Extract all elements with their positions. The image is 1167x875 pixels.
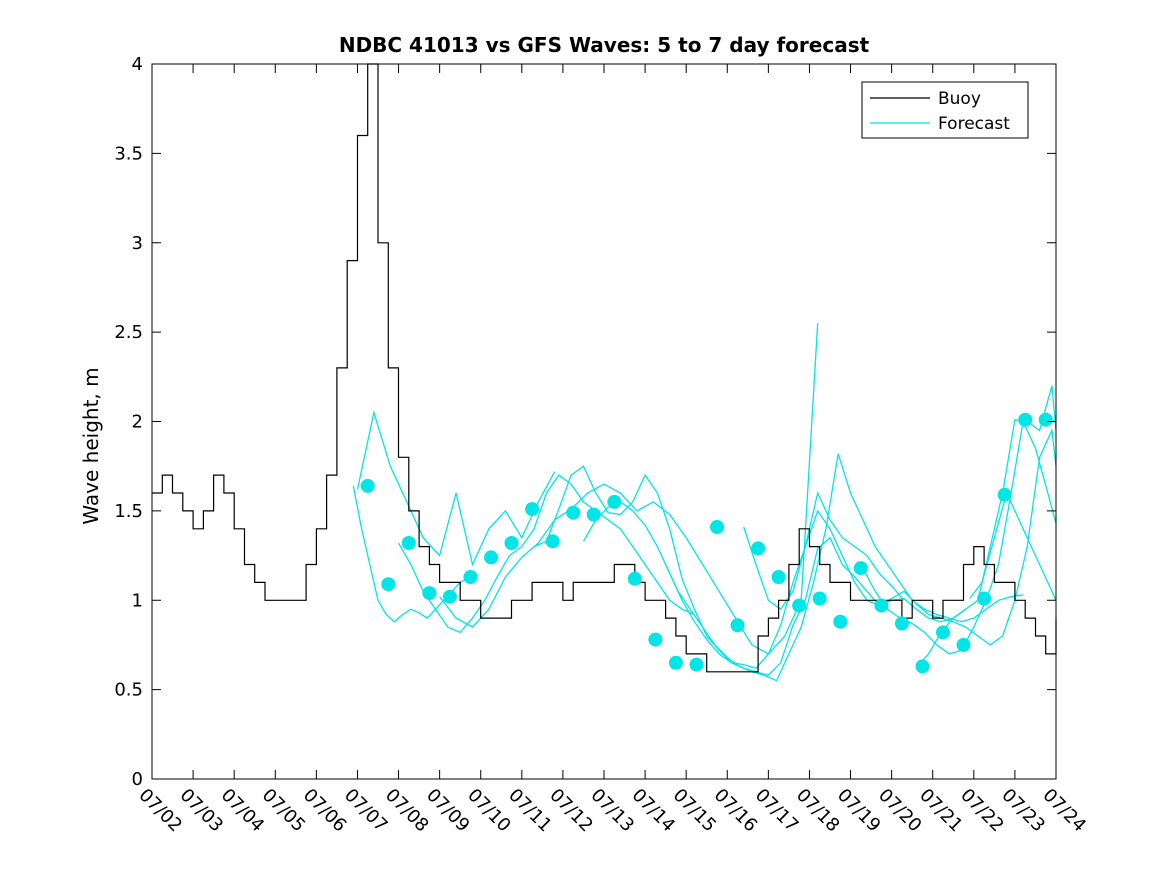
forecast-marker <box>771 570 786 584</box>
forecast-marker <box>463 570 478 584</box>
forecast-marker <box>422 586 437 601</box>
forecast-marker <box>689 657 704 672</box>
forecast-marker <box>792 598 807 613</box>
legend-box <box>861 81 1029 139</box>
forecast-marker <box>525 502 540 517</box>
forecast-marker <box>484 550 498 565</box>
forecast-marker <box>833 614 848 629</box>
forecast-marker <box>956 637 971 652</box>
y-tick-label: 2 <box>132 412 143 433</box>
y-tick-label: 1 <box>132 590 143 611</box>
forecast-marker <box>874 598 889 613</box>
forecast-marker <box>668 655 683 670</box>
forecast-marker <box>894 616 909 631</box>
forecast-line <box>356 410 556 567</box>
forecast-marker <box>812 591 827 606</box>
forecast-marker <box>504 536 519 550</box>
forecast-marker <box>997 487 1012 502</box>
forecast-marker <box>853 561 868 576</box>
forecast-marker <box>545 534 560 549</box>
forecast-marker <box>710 520 724 534</box>
forecast-marker <box>915 659 930 674</box>
y-tick-label: 3.5 <box>114 143 143 164</box>
y-tick-label: 3 <box>132 233 143 254</box>
y-axis-title: Wave height, m <box>79 367 103 524</box>
plot-area <box>152 63 1057 682</box>
forecast-line <box>439 323 819 655</box>
forecast-line <box>969 491 1057 601</box>
y-tick-label: 0.5 <box>114 680 143 701</box>
forecast-marker <box>607 494 622 509</box>
y-tick-label: 1.5 <box>114 501 143 522</box>
forecast-marker <box>401 536 416 550</box>
forecast-marker <box>360 478 375 493</box>
forecast-marker <box>381 577 396 592</box>
forecast-line <box>582 501 966 677</box>
forecast-line <box>397 474 695 634</box>
legend-label: Buoy <box>938 89 981 109</box>
forecast-marker <box>1018 412 1033 427</box>
forecast-line <box>665 453 1024 682</box>
buoy-line <box>152 63 1057 673</box>
forecast-marker <box>648 632 663 647</box>
forecast-line <box>533 465 905 669</box>
forecast-marker <box>566 505 581 520</box>
chart-title: NDBC 41013 vs GFS Waves: 5 to 7 day fore… <box>339 33 870 57</box>
forecast-marker <box>627 571 642 586</box>
legend-label: Forecast <box>938 114 1010 134</box>
forecast-marker <box>936 625 950 640</box>
y-tick-label: 2.5 <box>114 322 143 343</box>
forecast-marker <box>751 541 766 556</box>
forecast-line <box>743 428 1057 646</box>
forecast-marker <box>442 589 457 604</box>
legend: Buoy Forecast <box>861 81 1029 139</box>
forecast-marker <box>1038 412 1053 427</box>
forecast-marker <box>977 591 992 606</box>
y-tick-label: 4 <box>132 54 143 75</box>
forecast-marker <box>586 507 601 522</box>
y-tick-label: 0 <box>132 769 143 790</box>
forecast-marker <box>730 618 745 633</box>
